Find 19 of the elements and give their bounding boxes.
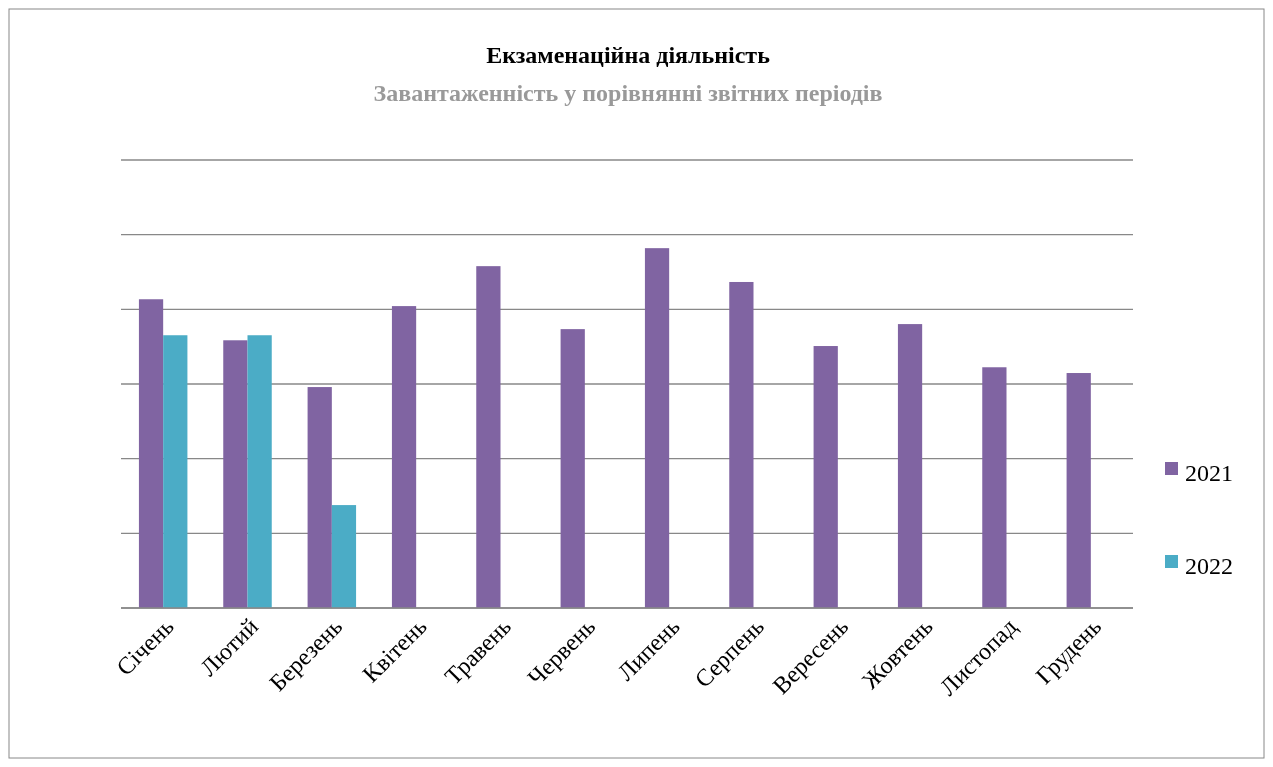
- chart-title: Екзаменаційна діяльність: [486, 42, 771, 68]
- chart-subtitle: Завантаженність у порівнянні звітних періодів: [373, 80, 883, 106]
- legend-label: 2021: [1185, 459, 1233, 486]
- bar: [1066, 373, 1091, 608]
- bar: [307, 387, 332, 608]
- bar: [163, 335, 188, 608]
- legend-label: 2022: [1185, 552, 1233, 579]
- bar: [813, 346, 838, 608]
- bar: [897, 324, 923, 608]
- bar: [247, 335, 272, 608]
- bar: [138, 299, 164, 608]
- bar: [560, 329, 585, 608]
- bar: [476, 266, 501, 608]
- bar: [729, 281, 754, 608]
- bar: [331, 505, 357, 608]
- bar: [223, 340, 248, 608]
- bar: [982, 367, 1007, 608]
- bar: [391, 306, 417, 608]
- bar: [644, 248, 670, 608]
